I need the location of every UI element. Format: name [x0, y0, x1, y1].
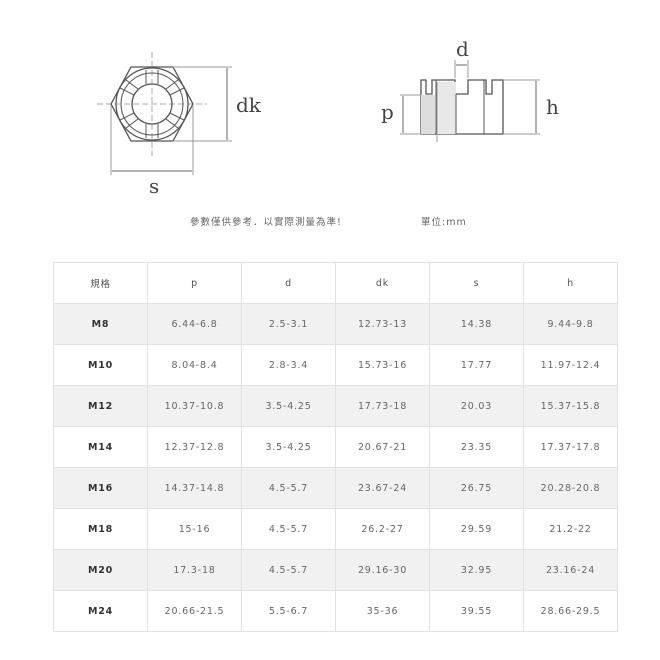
cell-d: 2.5-3.1	[241, 303, 336, 345]
header-h: h	[523, 262, 618, 304]
table-row: M20 17.3-18 4.5-5.7 29.16-30 32.95 23.16-24	[53, 549, 618, 591]
header-spec: 規格	[53, 262, 148, 304]
cell-s: 32.95	[429, 549, 524, 591]
cell-h: 28.66-29.5	[523, 590, 618, 632]
cell-p: 8.04-8.4	[147, 344, 242, 386]
cell-d: 5.5-6.7	[241, 590, 336, 632]
table-row: M18 15-16 4.5-5.7 26.2-27 29.59 21.2-22	[53, 508, 618, 550]
cell-spec: M16	[53, 467, 148, 509]
table-header-row: 規格 p d dk s h	[53, 262, 618, 304]
header-s: s	[429, 262, 524, 304]
side-view	[400, 60, 540, 142]
table-row: M12 10.37-10.8 3.5-4.25 17.73-18 20.03 15.37-…	[53, 385, 618, 427]
cell-p: 10.37-10.8	[147, 385, 242, 427]
table-row: M14 12.37-12.8 3.5-4.25 20.67-21 23.35 17.37-…	[53, 426, 618, 468]
cell-dk: 23.67-24	[335, 467, 430, 509]
cell-s: 39.55	[429, 590, 524, 632]
cell-p: 12.37-12.8	[147, 426, 242, 468]
cell-spec: M20	[53, 549, 148, 591]
table-row: M8 6.44-6.8 2.5-3.1 12.73-13 14.38 9.44-9.8	[53, 303, 618, 345]
cell-spec: M12	[53, 385, 148, 427]
cell-h: 23.16-24	[523, 549, 618, 591]
d-label: d	[456, 37, 469, 61]
cell-spec: M10	[53, 344, 148, 386]
cell-s: 20.03	[429, 385, 524, 427]
header-d: d	[241, 262, 336, 304]
header-p: p	[147, 262, 242, 304]
cell-p: 20.66-21.5	[147, 590, 242, 632]
cell-d: 4.5-5.7	[241, 467, 336, 509]
h-label: h	[546, 95, 559, 119]
cell-p: 17.3-18	[147, 549, 242, 591]
cell-p: 6.44-6.8	[147, 303, 242, 345]
front-view	[97, 52, 232, 175]
cell-h: 15.37-15.8	[523, 385, 618, 427]
cell-dk: 15.73-16	[335, 344, 430, 386]
castle-nut-drawing: dk s d p h	[97, 37, 559, 198]
cell-s: 17.77	[429, 344, 524, 386]
table-row: M10 8.04-8.4 2.8-3.4 15.73-16 17.77 11.97-12.…	[53, 344, 618, 386]
header-dk: dk	[335, 262, 430, 304]
cell-dk: 29.16-30	[335, 549, 430, 591]
cell-p: 15-16	[147, 508, 242, 550]
cell-spec: M18	[53, 508, 148, 550]
cell-h: 20.28-20.8	[523, 467, 618, 509]
cell-dk: 35-36	[335, 590, 430, 632]
spec-table: 規格 p d dk s h M8 6.44-6.8 2.5-3.1 12.73-13 1…	[53, 262, 618, 632]
table-row: M24 20.66-21.5 5.5-6.7 35-36 39.55 28.66-29.5	[53, 590, 618, 632]
cell-h: 17.37-17.8	[523, 426, 618, 468]
cell-h: 21.2-22	[523, 508, 618, 550]
cell-dk: 17.73-18	[335, 385, 430, 427]
cell-p: 14.37-14.8	[147, 467, 242, 509]
cell-d: 4.5-5.7	[241, 508, 336, 550]
cell-dk: 12.73-13	[335, 303, 430, 345]
p-label: p	[381, 100, 394, 124]
table-row: M16 14.37-14.8 4.5-5.7 23.67-24 26.75 20.28-2…	[53, 467, 618, 509]
cell-spec: M8	[53, 303, 148, 345]
unit-note: 單位:mm	[421, 217, 467, 228]
cell-dk: 26.2-27	[335, 508, 430, 550]
s-label: s	[149, 174, 159, 198]
dk-label: dk	[236, 93, 262, 117]
cell-s: 23.35	[429, 426, 524, 468]
cell-d: 3.5-4.25	[241, 385, 336, 427]
disclaimer-note: 參數僅供參考．以實際測量為準!	[190, 217, 342, 228]
cell-d: 4.5-5.7	[241, 549, 336, 591]
cell-s: 29.59	[429, 508, 524, 550]
cell-h: 11.97-12.4	[523, 344, 618, 386]
cell-s: 26.75	[429, 467, 524, 509]
cell-s: 14.38	[429, 303, 524, 345]
cell-d: 2.8-3.4	[241, 344, 336, 386]
cell-spec: M24	[53, 590, 148, 632]
cell-h: 9.44-9.8	[523, 303, 618, 345]
cell-spec: M14	[53, 426, 148, 468]
cell-d: 3.5-4.25	[241, 426, 336, 468]
cell-dk: 20.67-21	[335, 426, 430, 468]
